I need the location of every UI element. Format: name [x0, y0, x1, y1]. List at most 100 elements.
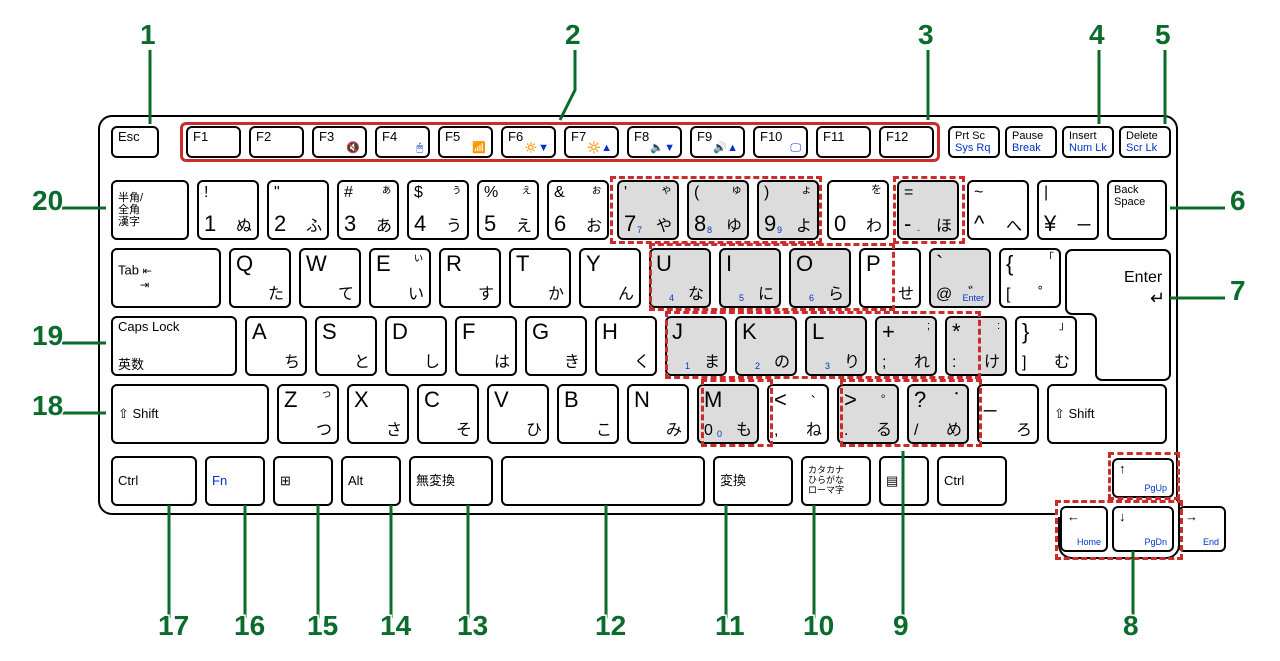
callout-19: 19 [32, 320, 63, 351]
key-row5-7: カタカナひらがなローマ字 [801, 456, 871, 506]
callout-6: 6 [1230, 185, 1246, 216]
key-row5-9: Ctrl [937, 456, 1007, 506]
key-row4-3: Vひ [487, 384, 549, 444]
key-row1-1: "2ふ [267, 180, 329, 240]
key-row4-0: Zっつ [277, 384, 339, 444]
key-row5-2: ⊞ [273, 456, 333, 506]
key-up: ↑PgUp [1112, 458, 1174, 498]
key-row1-2: #3ぁあ [337, 180, 399, 240]
key-rshift: ⇧ Shift [1047, 384, 1167, 444]
callout-17: 17 [158, 610, 189, 641]
key-row2-9: Pせ [859, 248, 921, 308]
callout-1: 1 [140, 19, 156, 50]
key-insert: InsertNum Lk [1062, 126, 1114, 158]
key-row5-6: 変換 [713, 456, 793, 506]
key-row1-10: =-ほ‐ [897, 180, 959, 240]
key-row3-10: *:け: [945, 316, 1007, 376]
key-row3-7: Kの2 [735, 316, 797, 376]
key-f10: F10🖵 [753, 126, 808, 158]
key-tab: Tab ⇤ ⇥ [111, 248, 221, 308]
enter-label: Enter [1124, 269, 1163, 286]
key-f3: F3🔇 [312, 126, 367, 158]
key-row2-0: Qた [229, 248, 291, 308]
key-row5-5 [501, 456, 705, 506]
callout-8: 8 [1123, 610, 1139, 641]
key-row3-0: Aち [245, 316, 307, 376]
key-row4-2: Cそ [417, 384, 479, 444]
svg-text:↵: ↵ [1150, 288, 1165, 308]
key-row5-3: Alt [341, 456, 401, 506]
callout-4: 4 [1089, 19, 1105, 50]
callout-11: 11 [715, 610, 745, 641]
key-row5-0: Ctrl [111, 456, 197, 506]
leader-2 [560, 50, 575, 120]
callout-12: 12 [595, 610, 626, 641]
key-row1-5: &6ぉお [547, 180, 609, 240]
key-row2-3: Rす [439, 248, 501, 308]
key-row2-4: Tか [509, 248, 571, 308]
callout-9: 9 [893, 610, 909, 641]
key-row3-8: Lり3 [805, 316, 867, 376]
key-row1-11: ~^へ [967, 180, 1029, 240]
key-capslock: Caps Lock英数 [111, 316, 237, 376]
key-f11: F11 [816, 126, 871, 158]
key-row3-6: Jま1 [665, 316, 727, 376]
callout-5: 5 [1155, 19, 1171, 50]
key-row2-10: `゛@Enter [929, 248, 991, 308]
key-row4-10: _ろ [977, 384, 1039, 444]
key-row1-0: !1ぬ [197, 180, 259, 240]
callout-18: 18 [32, 390, 63, 421]
key-row3-3: Fは [455, 316, 517, 376]
key-row2-5: Yん [579, 248, 641, 308]
key-down: ↓PgDn [1112, 506, 1174, 552]
key-f12: F12 [879, 126, 934, 158]
key-f5: F5📶 [438, 126, 493, 158]
key-row3-2: Dし [385, 316, 447, 376]
key-row5-8: ▤ [879, 456, 929, 506]
key-row4-4: Bこ [557, 384, 619, 444]
key-f4: F4🖱 [375, 126, 430, 158]
diagram-canvas: EscF1F2F3🔇F4🖱F5📶F6🔅▼F7🔆▲F8🔈▼F9🔊▲F10🖵F11F… [0, 0, 1280, 661]
key-row1-8: )9ょよ9 [757, 180, 819, 240]
key-row4-9: ?・め/ [907, 384, 969, 444]
callout-3: 3 [918, 19, 934, 50]
key-f9: F9🔊▲ [690, 126, 745, 158]
key-row4-6: Mも00 [697, 384, 759, 444]
key-delete: DeleteScr Lk [1119, 126, 1171, 158]
key-row2-8: Oら6 [789, 248, 851, 308]
key-prtsc: Prt ScSys Rq [948, 126, 1000, 158]
callout-20: 20 [32, 185, 63, 216]
key-left: ←Home [1060, 506, 1108, 552]
key-row4-1: Xさ [347, 384, 409, 444]
key-row2-11: {「゜[ [999, 248, 1061, 308]
key-row3-5: Hく [595, 316, 657, 376]
key-f2: F2 [249, 126, 304, 158]
callout-10: 10 [803, 610, 834, 641]
key-enter: Enter ↵ [1064, 246, 1172, 382]
key-row5-4: 無変換 [409, 456, 493, 506]
key-hankaku: 半角/全角漢字 [111, 180, 189, 240]
key-backspace: BackSpace [1107, 180, 1167, 240]
callout-2: 2 [565, 19, 581, 50]
callout-13: 13 [457, 610, 488, 641]
key-row3-9: +;れ; [875, 316, 937, 376]
key-row1-7: (8ゅゆ8 [687, 180, 749, 240]
key-f1: F1 [186, 126, 241, 158]
key-row4-5: Nみ [627, 384, 689, 444]
key-row3-1: Sと [315, 316, 377, 376]
key-row1-4: %5ぇえ [477, 180, 539, 240]
key-lshift: ⇧ Shift [111, 384, 269, 444]
key-f6: F6🔅▼ [501, 126, 556, 158]
key-row2-7: Iに5 [719, 248, 781, 308]
key-row5-1: Fn [205, 456, 265, 506]
key-row1-6: '7ゃや7 [617, 180, 679, 240]
key-row2-2: Eぃい [369, 248, 431, 308]
key-row4-8: >。る. [837, 384, 899, 444]
key-row2-6: Uな4 [649, 248, 711, 308]
key-row1-9: 0をわ [827, 180, 889, 240]
callout-14: 14 [380, 610, 412, 641]
key-row2-1: Wて [299, 248, 361, 308]
key-row4-7: <、ね, [767, 384, 829, 444]
key-row1-12: |¥ー [1037, 180, 1099, 240]
key-row1-3: $4ぅう [407, 180, 469, 240]
